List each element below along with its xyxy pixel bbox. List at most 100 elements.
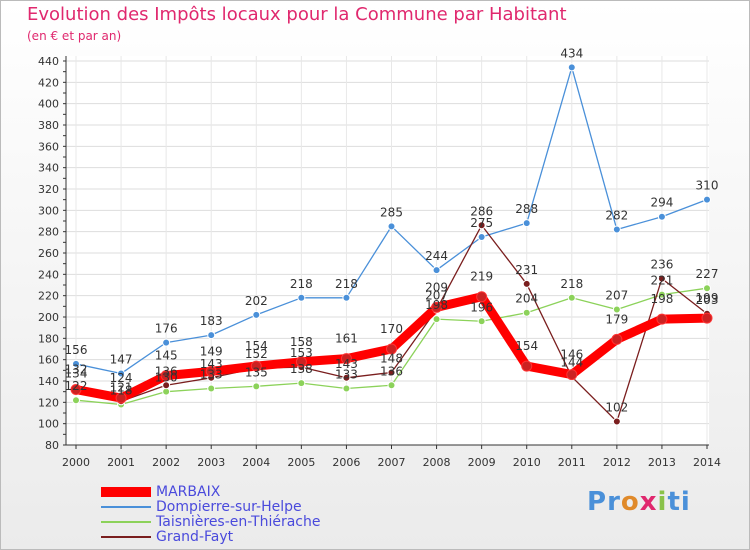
y-tick-label: 220	[38, 290, 59, 303]
y-tick-label: 140	[38, 375, 59, 388]
x-tick-label: 2010	[513, 456, 541, 469]
data-label: 183	[200, 314, 223, 328]
data-label: 244	[425, 249, 448, 263]
data-point	[72, 359, 80, 368]
y-tick-label: 360	[38, 140, 59, 153]
data-label: 147	[110, 353, 133, 367]
brand-letter: t	[667, 487, 681, 517]
data-point	[295, 356, 307, 368]
x-tick-label: 2006	[332, 456, 360, 469]
data-point	[160, 370, 172, 382]
data-label: 275	[470, 216, 493, 230]
data-point	[117, 369, 126, 378]
y-tick-label: 180	[38, 332, 59, 345]
data-label: 134	[65, 366, 88, 380]
data-point	[342, 293, 351, 302]
brand-letter: o	[620, 487, 640, 517]
brand-logo: Proxiti	[587, 487, 691, 517]
data-point	[567, 293, 576, 302]
legend-label: Grand-Fayt	[156, 529, 234, 545]
legend-swatch	[101, 487, 151, 497]
data-label: 204	[515, 292, 538, 306]
data-label: 176	[155, 322, 178, 336]
x-tick-label: 2012	[603, 456, 631, 469]
data-label: 130	[155, 371, 178, 385]
data-point	[205, 365, 217, 377]
data-label: 158	[290, 335, 313, 349]
data-point	[567, 63, 576, 72]
legend-label: Dompierre-sur-Helpe	[156, 499, 302, 515]
data-label: 310	[696, 179, 719, 193]
x-tick-label: 2014	[693, 456, 721, 469]
chart-title: Evolution des Impôts locaux pour la Comm…	[27, 4, 567, 25]
data-point	[701, 312, 713, 324]
y-tick-label: 80	[45, 439, 59, 452]
data-label: 132	[65, 363, 88, 377]
data-label: 218	[290, 277, 313, 291]
data-point	[477, 221, 486, 230]
brand-letter: P	[587, 487, 608, 517]
data-point	[387, 368, 396, 377]
data-point	[612, 417, 621, 426]
x-tick-label: 2011	[558, 456, 586, 469]
y-tick-label: 200	[38, 311, 59, 324]
legend-swatch	[101, 506, 151, 508]
plot-area	[66, 56, 709, 445]
data-point	[115, 392, 127, 404]
data-label: 207	[425, 289, 448, 303]
data-point	[207, 331, 216, 340]
brand-letter: x	[639, 487, 658, 517]
data-point	[162, 338, 171, 347]
data-label: 143	[335, 357, 358, 371]
data-label: 133	[200, 367, 223, 381]
data-label: 138	[290, 362, 313, 376]
y-tick-label: 380	[38, 119, 59, 132]
data-label: 179	[605, 312, 628, 326]
data-label: 218	[560, 277, 583, 291]
x-tick-label: 2008	[423, 456, 451, 469]
brand-letter: i	[680, 487, 691, 517]
data-point	[703, 284, 711, 293]
data-point	[657, 212, 666, 221]
data-label: 144	[560, 356, 583, 370]
data-label: 124	[110, 371, 133, 385]
data-label: 286	[470, 204, 493, 218]
x-tick-label: 2007	[378, 456, 406, 469]
data-point	[432, 315, 441, 324]
data-point	[611, 333, 623, 345]
legend-label: Taisnières-en-Thiérache	[156, 514, 321, 530]
data-label: 218	[335, 277, 358, 291]
data-label: 152	[245, 347, 268, 361]
data-point	[522, 308, 531, 317]
data-point	[522, 219, 531, 228]
data-label: 202	[245, 294, 268, 308]
data-label: 198	[425, 298, 448, 312]
data-label: 294	[650, 196, 673, 210]
y-tick-label: 280	[38, 226, 59, 239]
y-tick-label: 120	[38, 396, 59, 409]
y-tick-label: 420	[38, 76, 59, 89]
data-label: 148	[380, 351, 403, 365]
x-tick-label: 2009	[468, 456, 496, 469]
data-label: 199	[696, 291, 719, 305]
data-point	[342, 373, 351, 382]
data-label: 143	[200, 357, 223, 371]
data-label: 145	[155, 349, 178, 363]
y-tick-label: 240	[38, 268, 59, 281]
data-point	[612, 305, 621, 314]
data-point	[522, 279, 531, 288]
data-point	[250, 360, 262, 372]
data-point	[342, 384, 351, 393]
data-label: 288	[515, 202, 538, 216]
data-point	[162, 381, 171, 390]
data-label: 198	[650, 292, 673, 306]
x-tick-label: 2013	[648, 456, 676, 469]
data-label: 135	[245, 365, 268, 379]
y-tick-label: 340	[38, 162, 59, 175]
data-point	[476, 291, 488, 303]
data-label: 207	[605, 289, 628, 303]
data-point	[72, 396, 80, 405]
x-tick-label: 2002	[152, 456, 180, 469]
data-point	[297, 379, 306, 388]
